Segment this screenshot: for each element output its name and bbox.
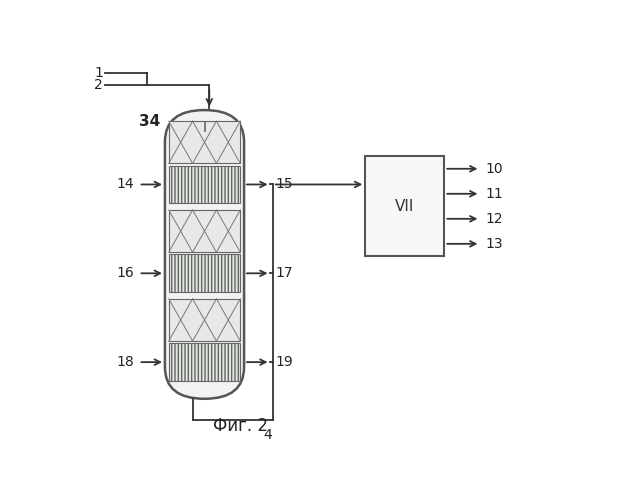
Bar: [169, 299, 240, 341]
Text: 13: 13: [485, 237, 503, 251]
Text: 17: 17: [275, 266, 293, 280]
Text: 14: 14: [116, 178, 134, 192]
Bar: [169, 166, 240, 203]
Text: 2: 2: [94, 78, 103, 92]
Text: 4: 4: [264, 428, 272, 442]
Text: Фиг. 2: Фиг. 2: [213, 418, 268, 436]
Text: 15: 15: [275, 178, 293, 192]
FancyBboxPatch shape: [165, 110, 244, 399]
Text: I: I: [202, 120, 207, 134]
FancyBboxPatch shape: [365, 156, 444, 256]
Text: 10: 10: [485, 162, 503, 176]
Text: 34: 34: [139, 114, 160, 129]
Text: 16: 16: [116, 266, 134, 280]
Text: 19: 19: [275, 355, 293, 369]
Bar: [169, 121, 240, 164]
Text: 11: 11: [485, 187, 503, 201]
Text: 1: 1: [94, 66, 103, 80]
Text: 12: 12: [485, 212, 503, 226]
Bar: [169, 344, 240, 381]
Bar: [169, 210, 240, 252]
Text: 18: 18: [116, 355, 134, 369]
Bar: [169, 254, 240, 292]
Text: VII: VII: [395, 199, 415, 214]
